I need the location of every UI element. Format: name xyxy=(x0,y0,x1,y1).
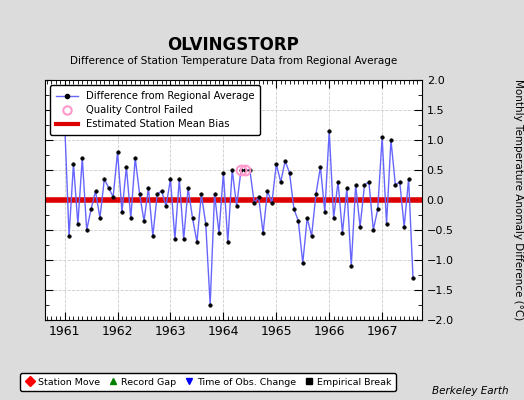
Text: Berkeley Earth: Berkeley Earth xyxy=(432,386,508,396)
Text: OLVINGSTORP: OLVINGSTORP xyxy=(167,36,299,54)
Y-axis label: Monthly Temperature Anomaly Difference (°C): Monthly Temperature Anomaly Difference (… xyxy=(513,79,523,321)
Text: Difference of Station Temperature Data from Regional Average: Difference of Station Temperature Data f… xyxy=(70,56,397,66)
Legend: Station Move, Record Gap, Time of Obs. Change, Empirical Break: Station Move, Record Gap, Time of Obs. C… xyxy=(20,373,396,391)
Legend: Difference from Regional Average, Quality Control Failed, Estimated Station Mean: Difference from Regional Average, Qualit… xyxy=(50,85,260,135)
